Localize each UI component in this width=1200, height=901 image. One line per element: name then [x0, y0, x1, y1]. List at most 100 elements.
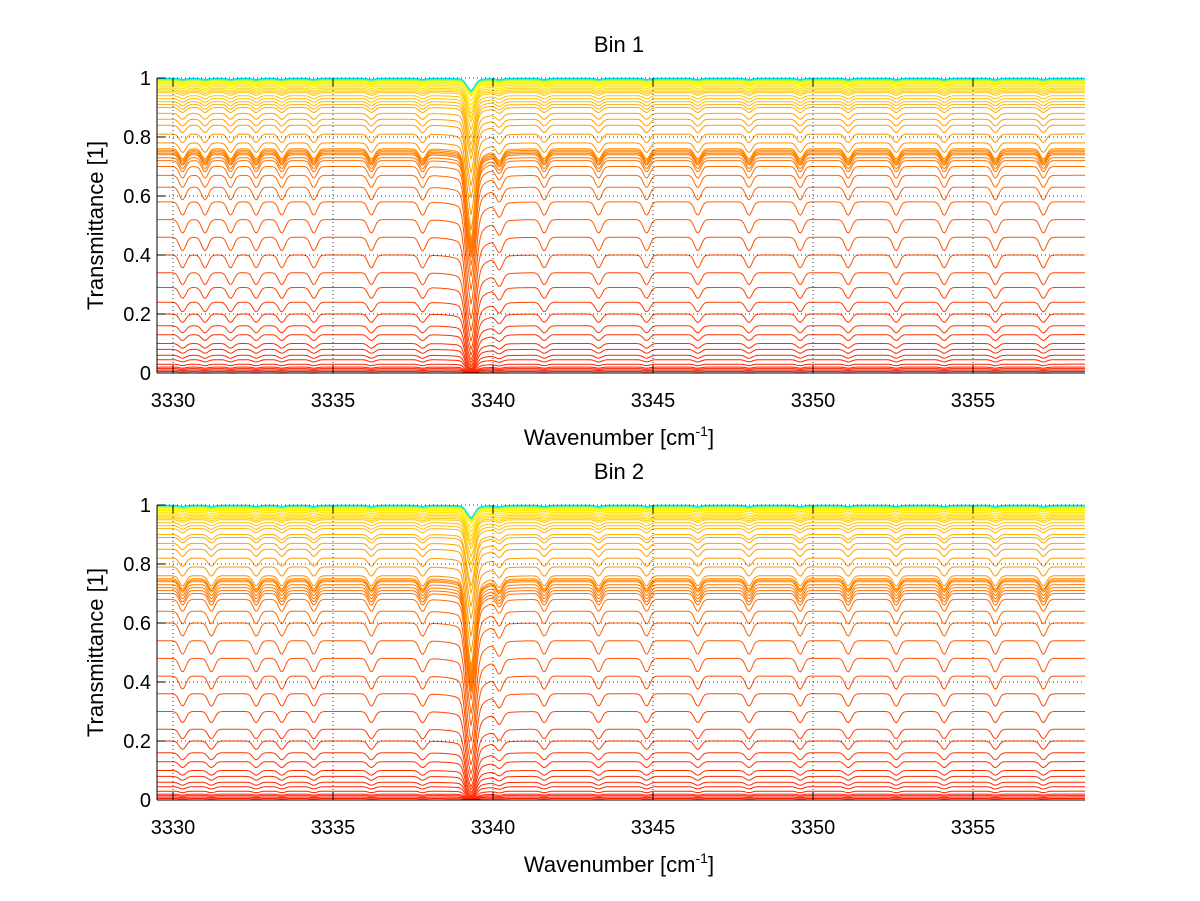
series-line	[157, 584, 1085, 681]
series-line	[157, 369, 1085, 374]
panel-2: 3330 3335 3340 3345 3350 3355 0 0.2 0.4 0.6 0.8 1 Bi…	[83, 459, 1085, 877]
series-line	[157, 186, 1085, 291]
series-line	[157, 786, 1085, 799]
series-line	[157, 509, 1085, 524]
series-line	[157, 107, 1085, 160]
series-line	[157, 87, 1085, 111]
series-line	[157, 142, 1085, 231]
x-tick-label: 3350	[791, 817, 836, 839]
series-line	[157, 522, 1085, 559]
series-line	[157, 542, 1085, 607]
series-group	[157, 77, 1085, 374]
series-line	[157, 201, 1085, 305]
series-line	[157, 770, 1085, 797]
series-line	[157, 587, 1085, 685]
series-line	[157, 581, 1085, 677]
series-line	[157, 590, 1085, 689]
series-line	[157, 761, 1085, 795]
series-line	[157, 160, 1085, 258]
series-line	[157, 90, 1085, 119]
y-tick-label: 0.8	[123, 554, 151, 576]
series-line	[157, 219, 1085, 320]
series-line	[157, 675, 1085, 766]
series-line	[157, 104, 1085, 155]
series-line	[157, 79, 1085, 94]
series-line	[157, 334, 1085, 368]
x-tick-label: 3350	[791, 390, 836, 412]
series-line	[157, 154, 1085, 250]
y-tick-label: 1	[140, 68, 151, 90]
series-line	[157, 548, 1085, 620]
x-axis-label: Wavenumber [cm-1]	[524, 850, 714, 877]
series-line	[157, 566, 1085, 653]
series-line	[157, 366, 1085, 373]
chart-title: Bin 2	[594, 459, 644, 484]
y-tick-label: 0.6	[123, 613, 151, 635]
series-line	[157, 507, 1085, 521]
series-line	[157, 519, 1085, 550]
series-line	[157, 516, 1085, 542]
x-tick-label: 3335	[311, 390, 356, 412]
series-line	[157, 82, 1085, 97]
panel-1: 3330 3335 3340 3345 3350 3355 0 0.2 0.4 0.6 0.8 1 Bi…	[83, 32, 1085, 450]
series-line	[157, 711, 1085, 783]
series-line	[157, 368, 1085, 374]
x-tick-label: 3355	[951, 390, 996, 412]
series-line	[157, 236, 1085, 332]
series-line	[157, 124, 1085, 199]
series-line	[157, 657, 1085, 755]
series-line	[157, 148, 1085, 241]
chart-title: Bin 1	[594, 32, 644, 57]
series-line	[157, 790, 1085, 800]
series-line	[157, 575, 1085, 668]
x-tick-label: 3330	[151, 817, 196, 839]
series-line	[157, 118, 1085, 187]
series-line	[157, 752, 1085, 794]
series-line	[157, 84, 1085, 102]
series-line	[157, 508, 1085, 523]
series-line	[157, 593, 1085, 693]
series-line	[157, 81, 1085, 96]
series-line	[157, 693, 1085, 776]
series-line	[157, 272, 1085, 351]
x-tick-label: 3340	[471, 817, 516, 839]
series-line	[157, 343, 1085, 370]
plot-area	[157, 78, 1085, 373]
series-line	[157, 795, 1085, 801]
series-line	[157, 728, 1085, 788]
series-line	[157, 796, 1085, 801]
series-line	[157, 610, 1085, 714]
series-line	[157, 83, 1085, 97]
x-tick-label: 3330	[151, 390, 196, 412]
series-line	[157, 578, 1085, 672]
series-line	[157, 359, 1085, 372]
series-line	[157, 511, 1085, 529]
x-tick-label: 3340	[471, 390, 516, 412]
series-line	[157, 363, 1085, 373]
series-line	[157, 151, 1085, 245]
y-tick-label: 0.6	[123, 186, 151, 208]
series-line	[157, 325, 1085, 367]
series-line	[157, 166, 1085, 266]
series-line	[157, 133, 1085, 216]
series-line	[157, 354, 1085, 372]
series-line	[157, 86, 1085, 106]
series-line	[157, 174, 1085, 277]
y-tick-label: 1	[140, 495, 151, 517]
y-axis-label: Transmittance [1]	[83, 141, 108, 310]
series-line	[157, 598, 1085, 701]
series-line	[157, 525, 1085, 567]
series-line	[157, 152, 1085, 247]
series-line	[157, 95, 1085, 132]
series-line	[157, 775, 1085, 798]
y-tick-label: 0.2	[123, 304, 151, 326]
y-tick-label: 0.2	[123, 731, 151, 753]
y-tick-label: 0.4	[123, 245, 151, 267]
x-axis-label: Wavenumber [cm-1]	[524, 423, 714, 450]
series-line	[157, 793, 1085, 800]
y-tick-label: 0	[140, 363, 151, 385]
series-line	[157, 92, 1085, 123]
series-line	[157, 371, 1085, 374]
x-tick-label: 3355	[951, 817, 996, 839]
series-line	[157, 149, 1085, 243]
